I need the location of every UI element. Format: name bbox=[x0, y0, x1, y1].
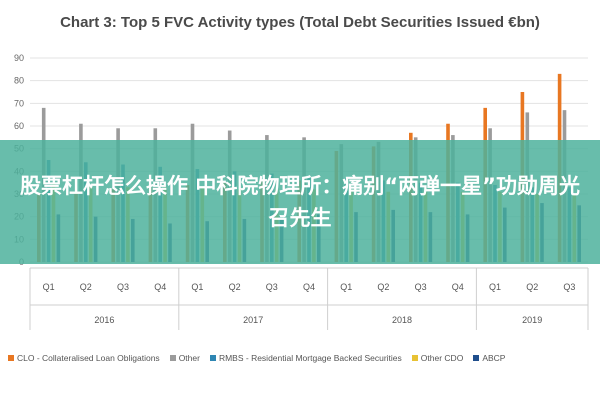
year-groups: 2016 2017 2018 2019 bbox=[29, 268, 589, 330]
year-label: 2017 bbox=[243, 315, 263, 325]
x-tick-label: Q3 bbox=[117, 282, 129, 292]
x-tick-label: Q2 bbox=[526, 282, 538, 292]
legend-label: RMBS - Residential Mortgage Backed Secur… bbox=[218, 353, 402, 363]
x-tick-label: Q2 bbox=[229, 282, 241, 292]
x-tick-label: Q3 bbox=[415, 282, 427, 292]
legend-item: ABCP bbox=[473, 353, 505, 363]
legend-item: RMBS - Residential Mortgage Backed Secur… bbox=[209, 353, 402, 363]
legend-label: ABCP bbox=[482, 353, 506, 363]
x-tick-label: Q3 bbox=[563, 282, 575, 292]
legend-swatch bbox=[411, 355, 418, 361]
x-tick-label: Q2 bbox=[80, 282, 92, 292]
y-tick-label: 90 bbox=[14, 53, 24, 63]
year-label: 2018 bbox=[392, 315, 412, 325]
legend-item: Other CDO bbox=[411, 353, 464, 363]
y-tick-label: 70 bbox=[14, 98, 24, 108]
x-tick-label: Q2 bbox=[377, 282, 389, 292]
chart-title: Chart 3: Top 5 FVC Activity types (Total… bbox=[60, 14, 540, 31]
year-label: 2019 bbox=[522, 315, 542, 325]
legend-label: CLO - Collateralised Loan Obligations bbox=[17, 353, 160, 363]
overlay-banner: 股票杠杆怎么操作 中科院物理所：痛别“两弹一星”功勋周光召先生 bbox=[0, 140, 600, 264]
x-tick-label: Q1 bbox=[489, 282, 501, 292]
legend-item: CLO - Collateralised Loan Obligations bbox=[8, 353, 160, 363]
legend-label: Other bbox=[178, 353, 200, 363]
x-axis-ticks: Q1 Q2 Q3 Q4 Q1 Q2 Q3 Q4 Q1 Q2 Q3 Q4 Q1 Q2 Q3 bbox=[30, 267, 588, 292]
overlay-headline: 股票杠杆怎么操作 中科院物理所：痛别“两弹一星”功勋周光召先生 bbox=[20, 174, 580, 230]
x-tick-label: Q4 bbox=[452, 282, 464, 292]
legend: CLO - Collateralised Loan Obligations Oth… bbox=[8, 350, 600, 366]
y-tick-label: 60 bbox=[14, 121, 24, 131]
legend-swatch bbox=[473, 355, 480, 361]
x-tick-label: Q4 bbox=[154, 282, 166, 292]
legend-item: Other bbox=[169, 353, 200, 363]
legend-swatch bbox=[209, 355, 216, 361]
x-tick-label: Q3 bbox=[266, 282, 278, 292]
year-label: 2016 bbox=[94, 315, 114, 325]
legend-swatch bbox=[8, 355, 14, 361]
x-tick-label: Q1 bbox=[340, 282, 352, 292]
y-tick-label: 80 bbox=[14, 76, 24, 86]
legend-swatch bbox=[169, 355, 176, 361]
x-tick-label: Q1 bbox=[43, 282, 55, 292]
legend-label: Other CDO bbox=[420, 353, 464, 363]
x-tick-label: Q4 bbox=[303, 282, 315, 292]
x-tick-label: Q1 bbox=[191, 282, 203, 292]
